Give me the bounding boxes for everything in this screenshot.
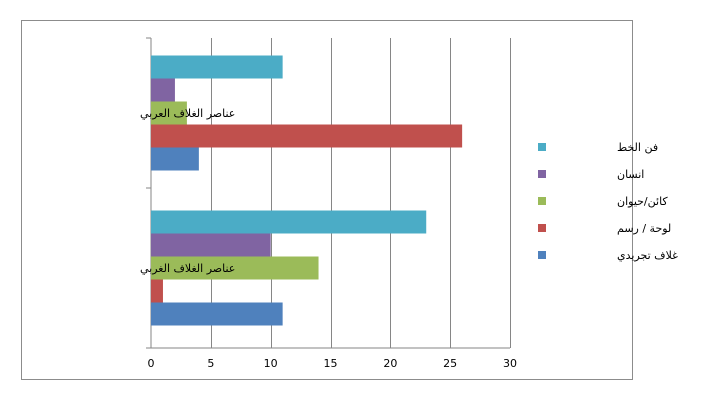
category-label: عناصر الغلاف الغربي [140, 262, 235, 275]
legend-label: انسان [617, 168, 644, 181]
legend-label: لوحة / رسم [617, 222, 671, 235]
x-tick-labels: 0 5 10 15 20 25 30 [148, 357, 518, 370]
legend-label: غلاف تجريدي [617, 249, 678, 262]
gridlines [211, 38, 511, 348]
bar [151, 210, 427, 234]
x-tick-label: 25 [443, 357, 457, 370]
x-tick-label: 5 [207, 357, 214, 370]
x-tick-label: 30 [503, 357, 517, 370]
x-tick-label: 15 [324, 357, 338, 370]
bar [151, 124, 463, 148]
legend-label: كائن/حيوان [617, 195, 668, 208]
legend-swatch [538, 197, 546, 205]
legend: فن الخط انسان كائن/حيوان لوحة / رسم غلاف تجر… [538, 141, 678, 262]
legend-swatch [538, 170, 546, 178]
bar [151, 147, 199, 171]
bar [151, 55, 283, 79]
chart-frame [21, 20, 633, 380]
x-tick-label: 0 [148, 357, 155, 370]
bar [151, 279, 163, 303]
category-labels: عناصر الغلاف العربي عناصر الغلاف الغربي [140, 107, 235, 275]
x-tick-label: 20 [383, 357, 397, 370]
bar [151, 256, 319, 280]
legend-label: فن الخط [617, 141, 658, 154]
legend-swatch [538, 251, 546, 259]
bar [151, 78, 175, 102]
bar [151, 233, 271, 257]
x-tick-label: 10 [264, 357, 278, 370]
legend-swatch [538, 224, 546, 232]
category-label: عناصر الغلاف العربي [140, 107, 235, 120]
bars [151, 55, 463, 326]
legend-swatch [538, 143, 546, 151]
bar [151, 302, 283, 326]
axes [146, 37, 510, 349]
bar [151, 101, 187, 125]
